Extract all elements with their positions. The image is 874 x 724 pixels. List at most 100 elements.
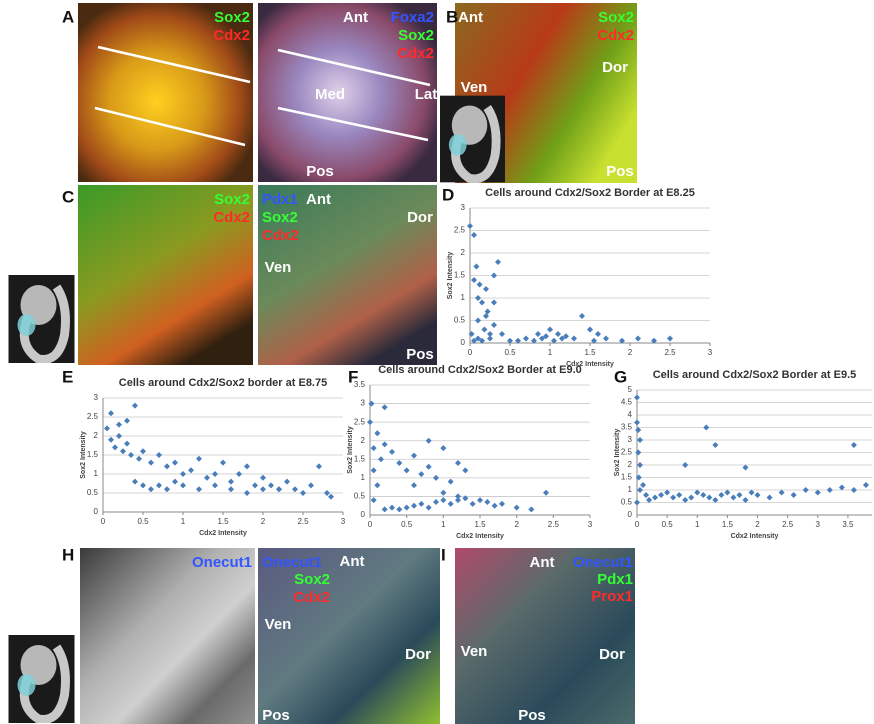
y-tick-label: 3.5 <box>621 423 633 432</box>
point <box>374 482 380 488</box>
point <box>499 501 505 507</box>
point <box>433 475 439 481</box>
embryo-inset <box>440 96 505 183</box>
image-label: Sox2 <box>262 209 298 226</box>
image-label: Pos <box>518 707 546 724</box>
point <box>571 336 577 342</box>
point <box>124 441 130 447</box>
point <box>300 490 306 496</box>
point <box>124 418 130 424</box>
y-tick-label: 5 <box>628 385 633 394</box>
y-tick-label: 1.5 <box>454 271 466 280</box>
point <box>148 486 154 492</box>
point <box>440 497 446 503</box>
point <box>382 506 388 512</box>
point <box>396 506 402 512</box>
image-label: Onecut1 <box>262 554 322 571</box>
point <box>411 482 417 488</box>
point <box>220 460 226 466</box>
point <box>587 327 593 333</box>
x-axis-title: Cdx2 Intensity <box>456 533 504 540</box>
point <box>433 499 439 505</box>
point <box>499 331 505 337</box>
point <box>112 444 118 450</box>
y-tick-label: 2.5 <box>454 226 466 235</box>
image-label: Pdx1 <box>262 191 298 208</box>
point <box>635 450 641 456</box>
embryo-inset <box>9 275 75 363</box>
y-tick-label: 2.5 <box>354 417 366 426</box>
point <box>755 492 761 498</box>
panel-letter: H <box>62 545 74 564</box>
y-axis-title: Sox2 Intensity <box>614 429 621 477</box>
point <box>140 482 146 488</box>
point <box>108 410 114 416</box>
embryo-inset <box>9 635 75 723</box>
figure: Sox2Cdx2AntFoxa2Sox2Cdx2MedLatPosAntSox2… <box>0 0 874 724</box>
image-label: Sox2 <box>214 9 250 26</box>
point <box>484 499 490 505</box>
point <box>634 500 640 506</box>
point <box>426 505 432 511</box>
x-tick-label: 3 <box>708 348 713 357</box>
image-label: Sox2 <box>398 27 434 44</box>
point <box>228 486 234 492</box>
x-tick-label: 1.5 <box>584 348 596 357</box>
point <box>579 313 585 319</box>
point <box>378 456 384 462</box>
point <box>767 495 773 501</box>
image-label: Ven <box>265 259 292 276</box>
panel-letter: C <box>62 187 74 206</box>
point <box>404 467 410 473</box>
point <box>637 462 643 468</box>
y-tick-label: 0.5 <box>87 488 99 497</box>
x-tick-label: 1.5 <box>722 520 734 529</box>
point <box>116 422 122 428</box>
point <box>440 445 446 451</box>
point <box>803 487 809 493</box>
point <box>603 336 609 342</box>
point <box>712 442 718 448</box>
image-label: Onecut1 <box>573 554 633 571</box>
point <box>156 452 162 458</box>
point <box>703 425 709 431</box>
point <box>128 452 134 458</box>
point <box>188 467 194 473</box>
image-label: Ven <box>461 79 488 96</box>
point <box>547 327 553 333</box>
point <box>418 471 424 477</box>
point <box>543 490 549 496</box>
point <box>676 492 682 498</box>
y-tick-label: 3.5 <box>354 380 366 389</box>
point <box>670 495 676 501</box>
x-tick-label: 3 <box>816 520 821 529</box>
image-label: Cdx2 <box>213 27 250 44</box>
point <box>426 438 432 444</box>
panel-letter: A <box>62 7 74 26</box>
point <box>371 497 377 503</box>
point <box>643 492 649 498</box>
y-tick-label: 2 <box>94 431 99 440</box>
point <box>268 482 274 488</box>
point <box>736 492 742 498</box>
x-tick-label: 1 <box>441 520 446 529</box>
point <box>382 441 388 447</box>
image-label: Dor <box>599 646 625 663</box>
chart-title: Cells around Cdx2/Sox2 Border at E9.5 <box>653 369 857 381</box>
point <box>523 336 529 342</box>
point <box>448 501 454 507</box>
x-tick-label: 0 <box>468 348 473 357</box>
point <box>487 331 493 337</box>
image-label: Med <box>315 86 345 103</box>
point <box>635 336 641 342</box>
point <box>492 503 498 509</box>
point <box>374 430 380 436</box>
point <box>528 506 534 512</box>
chart-title: Cells around Cdx2/Sox2 Border at E9.0 <box>378 364 582 376</box>
point <box>244 463 250 469</box>
point <box>483 286 489 292</box>
image-label: Cdx2 <box>262 227 299 244</box>
point <box>730 495 736 501</box>
image-label: Pdx1 <box>597 571 633 588</box>
y-axis-title: Sox2 Intensity <box>80 431 87 479</box>
